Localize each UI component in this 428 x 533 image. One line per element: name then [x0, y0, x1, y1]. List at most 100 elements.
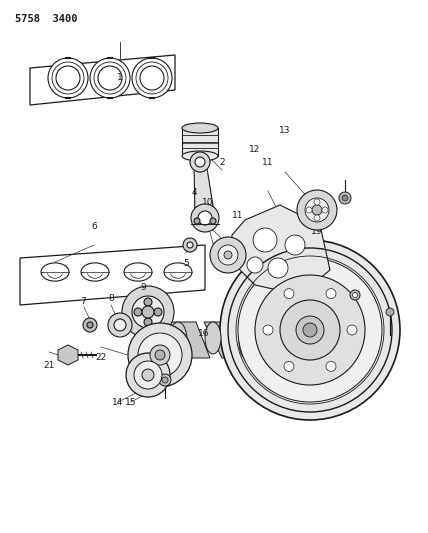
Circle shape: [339, 192, 351, 204]
Circle shape: [306, 207, 312, 213]
Circle shape: [90, 58, 130, 98]
Circle shape: [322, 207, 328, 213]
Circle shape: [238, 258, 382, 402]
Text: 18: 18: [290, 308, 301, 316]
Circle shape: [350, 290, 360, 300]
Ellipse shape: [239, 324, 257, 360]
Circle shape: [285, 235, 305, 255]
Circle shape: [122, 286, 174, 338]
Text: 13: 13: [279, 126, 290, 135]
Ellipse shape: [270, 324, 286, 356]
Text: 21: 21: [44, 361, 55, 369]
Circle shape: [159, 374, 171, 386]
Text: 10: 10: [202, 198, 213, 207]
Text: 15: 15: [125, 398, 136, 407]
Polygon shape: [230, 205, 330, 295]
Circle shape: [297, 190, 337, 230]
Circle shape: [220, 240, 400, 420]
Circle shape: [183, 238, 197, 252]
Text: 11: 11: [262, 158, 273, 167]
Circle shape: [326, 289, 336, 298]
Ellipse shape: [182, 123, 218, 133]
Text: 9: 9: [140, 284, 146, 292]
Circle shape: [296, 316, 324, 344]
Text: 20: 20: [337, 302, 348, 311]
Circle shape: [150, 345, 170, 365]
Circle shape: [155, 350, 165, 360]
Circle shape: [142, 369, 154, 381]
Circle shape: [83, 318, 97, 332]
Ellipse shape: [205, 322, 221, 354]
Circle shape: [253, 228, 277, 252]
Circle shape: [353, 293, 357, 297]
Circle shape: [284, 289, 294, 298]
Circle shape: [263, 325, 273, 335]
Text: 2: 2: [220, 158, 226, 167]
Circle shape: [87, 322, 93, 328]
Circle shape: [108, 313, 132, 337]
Text: 14: 14: [112, 398, 123, 407]
Text: 8: 8: [108, 294, 114, 303]
Circle shape: [134, 361, 162, 389]
Polygon shape: [30, 55, 175, 105]
Text: 4: 4: [192, 189, 198, 197]
Circle shape: [190, 152, 210, 172]
Circle shape: [191, 204, 219, 232]
Circle shape: [303, 323, 317, 337]
Circle shape: [126, 353, 170, 397]
Circle shape: [284, 361, 294, 372]
Polygon shape: [204, 322, 242, 358]
Circle shape: [194, 218, 200, 224]
Circle shape: [247, 257, 263, 273]
Circle shape: [132, 296, 164, 328]
Circle shape: [56, 66, 80, 90]
Circle shape: [312, 205, 322, 215]
Polygon shape: [272, 322, 312, 358]
Text: 6: 6: [91, 222, 97, 231]
Text: 11: 11: [232, 212, 243, 220]
Circle shape: [255, 275, 365, 385]
Circle shape: [162, 377, 168, 383]
Circle shape: [268, 258, 288, 278]
Text: 5: 5: [183, 260, 189, 268]
Text: 7: 7: [80, 297, 86, 305]
Polygon shape: [20, 245, 205, 305]
Circle shape: [195, 157, 205, 167]
Circle shape: [48, 58, 88, 98]
Circle shape: [187, 242, 193, 248]
Ellipse shape: [299, 326, 317, 362]
Circle shape: [326, 361, 336, 372]
Circle shape: [280, 300, 340, 360]
Circle shape: [218, 245, 238, 265]
Circle shape: [224, 251, 232, 259]
Circle shape: [138, 333, 182, 377]
Polygon shape: [194, 162, 215, 218]
Text: 22: 22: [95, 353, 106, 361]
Circle shape: [342, 195, 348, 201]
Circle shape: [210, 237, 246, 273]
Text: 5758  3400: 5758 3400: [15, 14, 77, 24]
Circle shape: [386, 308, 394, 316]
Circle shape: [114, 319, 126, 331]
Circle shape: [142, 306, 154, 318]
Circle shape: [210, 218, 216, 224]
Circle shape: [132, 58, 172, 98]
Circle shape: [154, 308, 162, 316]
Circle shape: [347, 325, 357, 335]
Text: 17: 17: [258, 321, 269, 329]
Ellipse shape: [169, 322, 187, 358]
Circle shape: [98, 66, 122, 90]
Text: 1: 1: [117, 73, 123, 82]
Circle shape: [144, 298, 152, 306]
Polygon shape: [238, 322, 278, 358]
Text: 12: 12: [249, 145, 260, 154]
Circle shape: [128, 323, 192, 387]
Text: 3: 3: [211, 244, 217, 252]
Circle shape: [144, 318, 152, 326]
Circle shape: [305, 198, 329, 222]
Circle shape: [198, 211, 212, 225]
Circle shape: [134, 308, 142, 316]
Circle shape: [314, 215, 320, 221]
Text: 16: 16: [198, 329, 209, 337]
Circle shape: [314, 199, 320, 205]
